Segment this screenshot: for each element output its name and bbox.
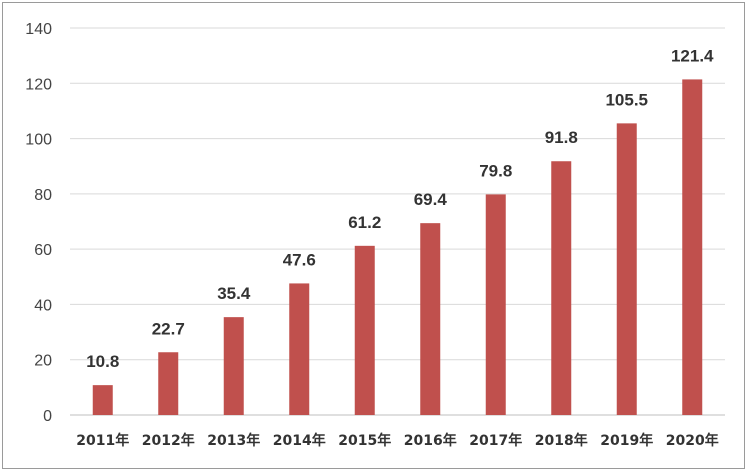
y-tick-label: 20 xyxy=(34,353,52,370)
data-labels: 10.8 22.7 35.4 47.6 61.2 69.4 79.8 91.8 105.5 121… xyxy=(86,46,714,371)
data-label: 47.6 xyxy=(283,250,316,269)
data-label: 79.8 xyxy=(479,161,512,180)
x-tick-label: 2017年 xyxy=(469,432,522,449)
x-tick-label: 2018年 xyxy=(535,432,588,449)
bar xyxy=(354,245,375,415)
bar xyxy=(289,283,310,415)
bar xyxy=(92,385,113,415)
x-tick-label: 2011年 xyxy=(76,432,129,449)
x-tick-label: 2016年 xyxy=(404,432,457,449)
data-label: 22.7 xyxy=(152,319,185,338)
x-tick-label: 2012年 xyxy=(142,432,195,449)
data-label: 35.4 xyxy=(217,284,251,303)
bar xyxy=(682,79,703,415)
y-axis-ticks: 0 20 40 60 80 100 120 140 xyxy=(25,21,52,425)
y-tick-label: 60 xyxy=(34,242,52,259)
data-label: 105.5 xyxy=(605,90,648,109)
y-tick-label: 0 xyxy=(43,408,52,425)
bar xyxy=(551,161,572,415)
y-tick-label: 100 xyxy=(25,132,52,149)
bar xyxy=(616,123,637,415)
x-tick-label: 2019年 xyxy=(600,432,653,449)
x-axis-ticks: 2011年 2012年 2013年 2014年 2015年 2016年 2017年 2018年… xyxy=(76,432,718,449)
bar xyxy=(158,352,179,415)
data-label: 10.8 xyxy=(86,352,119,371)
gridlines xyxy=(70,27,725,416)
bar xyxy=(485,194,506,415)
y-tick-label: 120 xyxy=(25,76,52,93)
x-tick-label: 2013年 xyxy=(207,432,260,449)
bar xyxy=(223,317,244,415)
x-tick-label: 2015年 xyxy=(338,432,391,449)
x-tick-label: 2014年 xyxy=(273,432,326,449)
data-label: 69.4 xyxy=(414,190,448,209)
data-label: 91.8 xyxy=(545,128,578,147)
y-tick-label: 140 xyxy=(25,21,52,38)
data-label: 121.4 xyxy=(671,46,714,65)
bar xyxy=(420,223,441,415)
y-tick-label: 40 xyxy=(34,297,52,314)
x-tick-label: 2020年 xyxy=(666,432,719,449)
bars xyxy=(92,79,703,415)
data-label: 61.2 xyxy=(348,213,381,232)
y-tick-label: 80 xyxy=(34,187,52,204)
